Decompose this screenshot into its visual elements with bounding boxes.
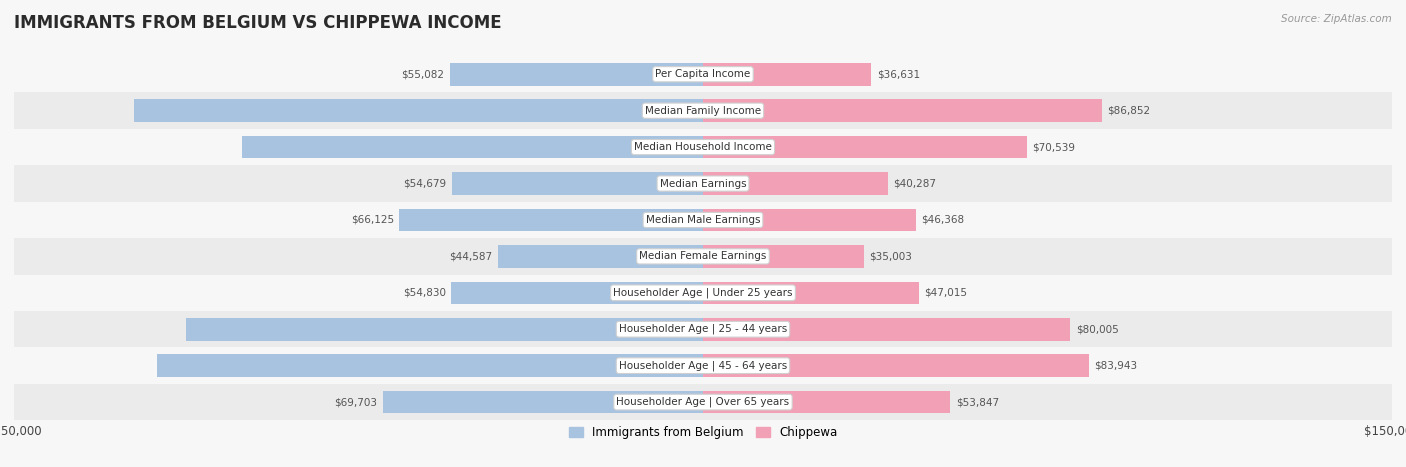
Text: Median Female Earnings: Median Female Earnings — [640, 251, 766, 262]
Text: $112,575: $112,575 — [641, 324, 696, 334]
Bar — [156, 354, 703, 377]
Bar — [399, 209, 703, 231]
Bar — [186, 318, 703, 340]
Legend: Immigrants from Belgium, Chippewa: Immigrants from Belgium, Chippewa — [564, 421, 842, 444]
Bar — [450, 63, 703, 85]
Text: Householder Age | 45 - 64 years: Householder Age | 45 - 64 years — [619, 361, 787, 371]
Bar — [703, 354, 1088, 377]
Text: $44,587: $44,587 — [450, 251, 492, 262]
Text: $54,830: $54,830 — [402, 288, 446, 298]
Bar — [703, 99, 1102, 122]
Bar — [703, 245, 863, 268]
Bar — [703, 318, 1070, 340]
Text: $80,005: $80,005 — [1076, 324, 1119, 334]
Bar — [14, 129, 1392, 165]
Text: $118,932: $118,932 — [641, 361, 696, 371]
Bar — [134, 99, 703, 122]
Text: $100,306: $100,306 — [641, 142, 696, 152]
Text: Source: ZipAtlas.com: Source: ZipAtlas.com — [1281, 14, 1392, 24]
Text: $55,082: $55,082 — [402, 69, 444, 79]
Text: $66,125: $66,125 — [350, 215, 394, 225]
Bar — [703, 63, 872, 85]
Bar — [382, 391, 703, 413]
Text: $70,539: $70,539 — [1032, 142, 1076, 152]
Text: $69,703: $69,703 — [335, 397, 377, 407]
Text: $53,847: $53,847 — [956, 397, 998, 407]
Text: $54,679: $54,679 — [404, 178, 446, 189]
Text: $123,831: $123,831 — [641, 106, 696, 116]
Bar — [242, 136, 703, 158]
Bar — [14, 165, 1392, 202]
Text: Median Earnings: Median Earnings — [659, 178, 747, 189]
Text: Median Household Income: Median Household Income — [634, 142, 772, 152]
Text: Householder Age | 25 - 44 years: Householder Age | 25 - 44 years — [619, 324, 787, 334]
Bar — [451, 172, 703, 195]
Bar — [703, 209, 915, 231]
Bar — [14, 275, 1392, 311]
Bar — [14, 384, 1392, 420]
Bar — [703, 282, 920, 304]
Text: $86,852: $86,852 — [1108, 106, 1150, 116]
Text: $83,943: $83,943 — [1094, 361, 1137, 371]
Text: Householder Age | Under 25 years: Householder Age | Under 25 years — [613, 288, 793, 298]
Bar — [14, 238, 1392, 275]
Bar — [14, 347, 1392, 384]
Bar — [451, 282, 703, 304]
Bar — [14, 202, 1392, 238]
Bar — [14, 92, 1392, 129]
Bar — [14, 56, 1392, 92]
Text: $35,003: $35,003 — [869, 251, 912, 262]
Bar — [703, 391, 950, 413]
Text: Median Family Income: Median Family Income — [645, 106, 761, 116]
Text: Per Capita Income: Per Capita Income — [655, 69, 751, 79]
Text: $36,631: $36,631 — [877, 69, 920, 79]
Bar — [703, 136, 1026, 158]
Bar — [703, 172, 889, 195]
Text: Median Male Earnings: Median Male Earnings — [645, 215, 761, 225]
Text: Householder Age | Over 65 years: Householder Age | Over 65 years — [616, 397, 790, 407]
Bar — [14, 311, 1392, 347]
Text: $40,287: $40,287 — [894, 178, 936, 189]
Text: IMMIGRANTS FROM BELGIUM VS CHIPPEWA INCOME: IMMIGRANTS FROM BELGIUM VS CHIPPEWA INCO… — [14, 14, 502, 32]
Text: $47,015: $47,015 — [925, 288, 967, 298]
Bar — [498, 245, 703, 268]
Text: $46,368: $46,368 — [921, 215, 965, 225]
